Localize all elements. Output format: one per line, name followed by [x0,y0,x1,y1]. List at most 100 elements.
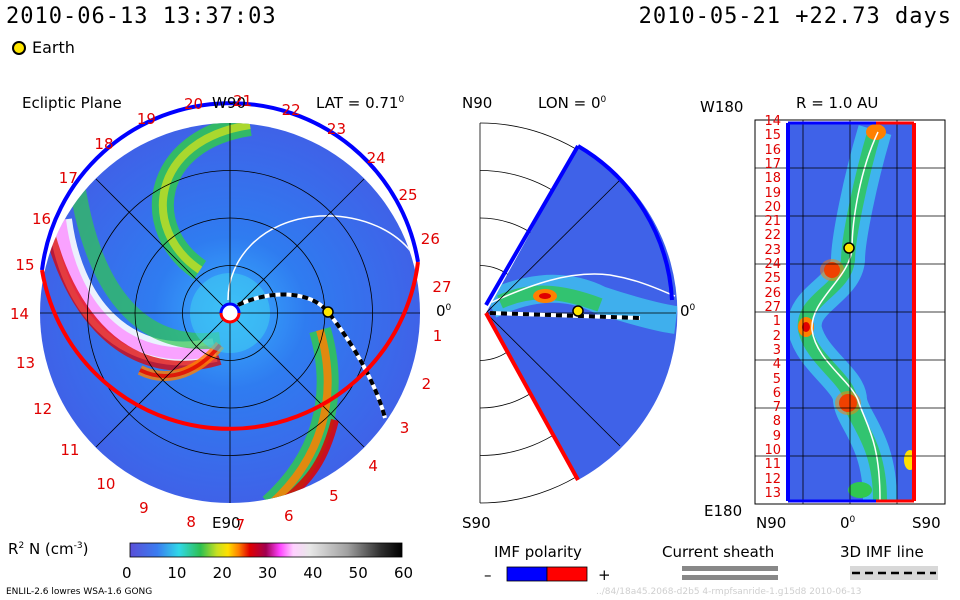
imf-polarity-plus: + [598,566,611,584]
rotation-label: 4 [772,357,781,373]
earth-position-meridional [572,305,584,317]
rotation-label: 17 [764,156,781,172]
imf-line-title: 3D IMF line [840,543,924,561]
rotation-label: 11 [764,457,781,473]
current-sheath-line-2 [682,575,778,580]
rotation-label: 6 [772,385,781,401]
colorbar-label: R2 N (cm-3) [8,540,89,558]
earth-position-ecliptic [322,306,334,318]
ecliptic-top-label: W90 [212,94,246,112]
rotation-label: 21 [764,214,781,230]
carrington-label: 5 [329,486,339,505]
carrington-label: 27 [432,278,452,297]
ecliptic-right-label: 00 [436,302,452,320]
carrington-label: 3 [399,419,410,438]
rotation-label: 23 [764,242,781,258]
radial-corner-top: W180 [700,98,744,116]
carrington-label: 25 [398,186,418,205]
carrington-label: 6 [283,506,294,525]
current-sheath-line-1 [682,566,778,571]
carrington-label: 15 [15,256,35,275]
imf-polarity-title: IMF polarity [494,543,582,561]
colorbar-tick: 20 [212,564,232,582]
current-sheath-title: Current sheath [662,543,775,561]
ecliptic-bottom-label: E90 [212,514,241,532]
carrington-label: 20 [183,95,204,114]
rotation-label: 5 [772,371,781,387]
imf-polarity-minus: – [484,566,492,584]
imf-polarity-positive [546,566,588,582]
radial-bottom-left: N90 [756,514,787,532]
rotation-label: 12 [764,471,781,487]
radial-bottom-mid: 00 [840,514,856,532]
earth-legend-label: Earth [32,38,75,57]
carrington-label: 7 [235,515,246,534]
radial-bottom-right: S90 [912,514,941,532]
colorbar-tick: 0 [122,564,132,582]
colorbar-tick: 40 [303,564,323,582]
carrington-label: 13 [16,354,36,373]
earth-marker-icon [12,40,26,55]
rotation-label: 19 [764,185,781,201]
rotation-label: 1 [772,314,781,330]
rotation-label: 26 [764,285,781,301]
rotation-label: 22 [764,228,781,244]
rotation-label: 27 [764,300,781,315]
rotation-label: 2 [772,328,781,344]
ecliptic-plane-panel [40,101,420,503]
rotation-label: 13 [764,486,781,501]
density-colorbar [129,542,403,558]
carrington-label: 19 [136,109,156,128]
carrington-label: 17 [58,168,78,187]
carrington-label: 26 [420,230,440,249]
meridional-bottom-label: S90 [462,514,491,532]
colorbar-tick: 30 [258,564,278,582]
carrington-label: 1 [432,327,443,346]
carrington-label: 8 [186,512,196,531]
simulation-datetime: 2010-06-13 13:37:03 [6,4,277,29]
model-footer: ENLIL-2.6 lowres WSA-1.6 GONG [6,587,153,597]
meridional-right-label: 00 [680,302,696,320]
ecliptic-plane-title: Ecliptic Plane [22,94,122,112]
meridional-top-label: N90 [462,94,493,112]
ecliptic-lat-label: LAT = 0.710 [316,94,405,112]
rotation-label: 16 [764,142,781,158]
carrington-label: 21 [233,92,253,111]
carrington-label: 18 [94,134,114,153]
reference-date: 2010-05-21 +22.73 days [638,4,952,29]
rotation-label: 18 [764,171,781,187]
carrington-label: 11 [60,441,80,460]
rotation-label: 3 [772,342,781,358]
rotation-label: 8 [772,414,781,430]
carrington-label: 14 [10,305,30,324]
colorbar-tick: 50 [348,564,368,582]
rotation-label: 25 [764,271,781,287]
rotation-label: 9 [772,428,781,444]
carrington-label: 22 [281,100,301,119]
radial-panel [754,119,946,505]
colorbar-tick: 10 [167,564,187,582]
radial-r-label: R = 1.0 AU [796,94,879,112]
carrington-label: 2 [421,375,432,394]
earth-legend: Earth [12,38,75,57]
colorbar-tick: 60 [394,564,414,582]
carrington-label: 4 [368,457,378,476]
rotation-label: 7 [772,400,781,416]
carrington-label: 9 [139,499,149,518]
meridional-lon-label: LON = 00 [538,94,607,112]
rotation-label: 24 [764,257,781,273]
meridional-plane-panel [479,122,678,504]
carrington-label: 23 [326,119,347,138]
faint-footer: ../84/18a45.2068-d2b5 4-rmpfsanride-1.g1… [596,587,862,597]
rotation-label: 14 [764,114,781,129]
rotation-label: 15 [764,128,781,144]
carrington-label: 12 [33,400,53,419]
rotation-label: 20 [764,199,781,215]
rotation-label: 10 [764,443,781,459]
carrington-label: 10 [96,474,116,493]
radial-corner-bottom: E180 [704,502,743,520]
carrington-label: 16 [31,209,52,228]
earth-position-radial [843,242,855,254]
carrington-label: 24 [366,148,386,167]
